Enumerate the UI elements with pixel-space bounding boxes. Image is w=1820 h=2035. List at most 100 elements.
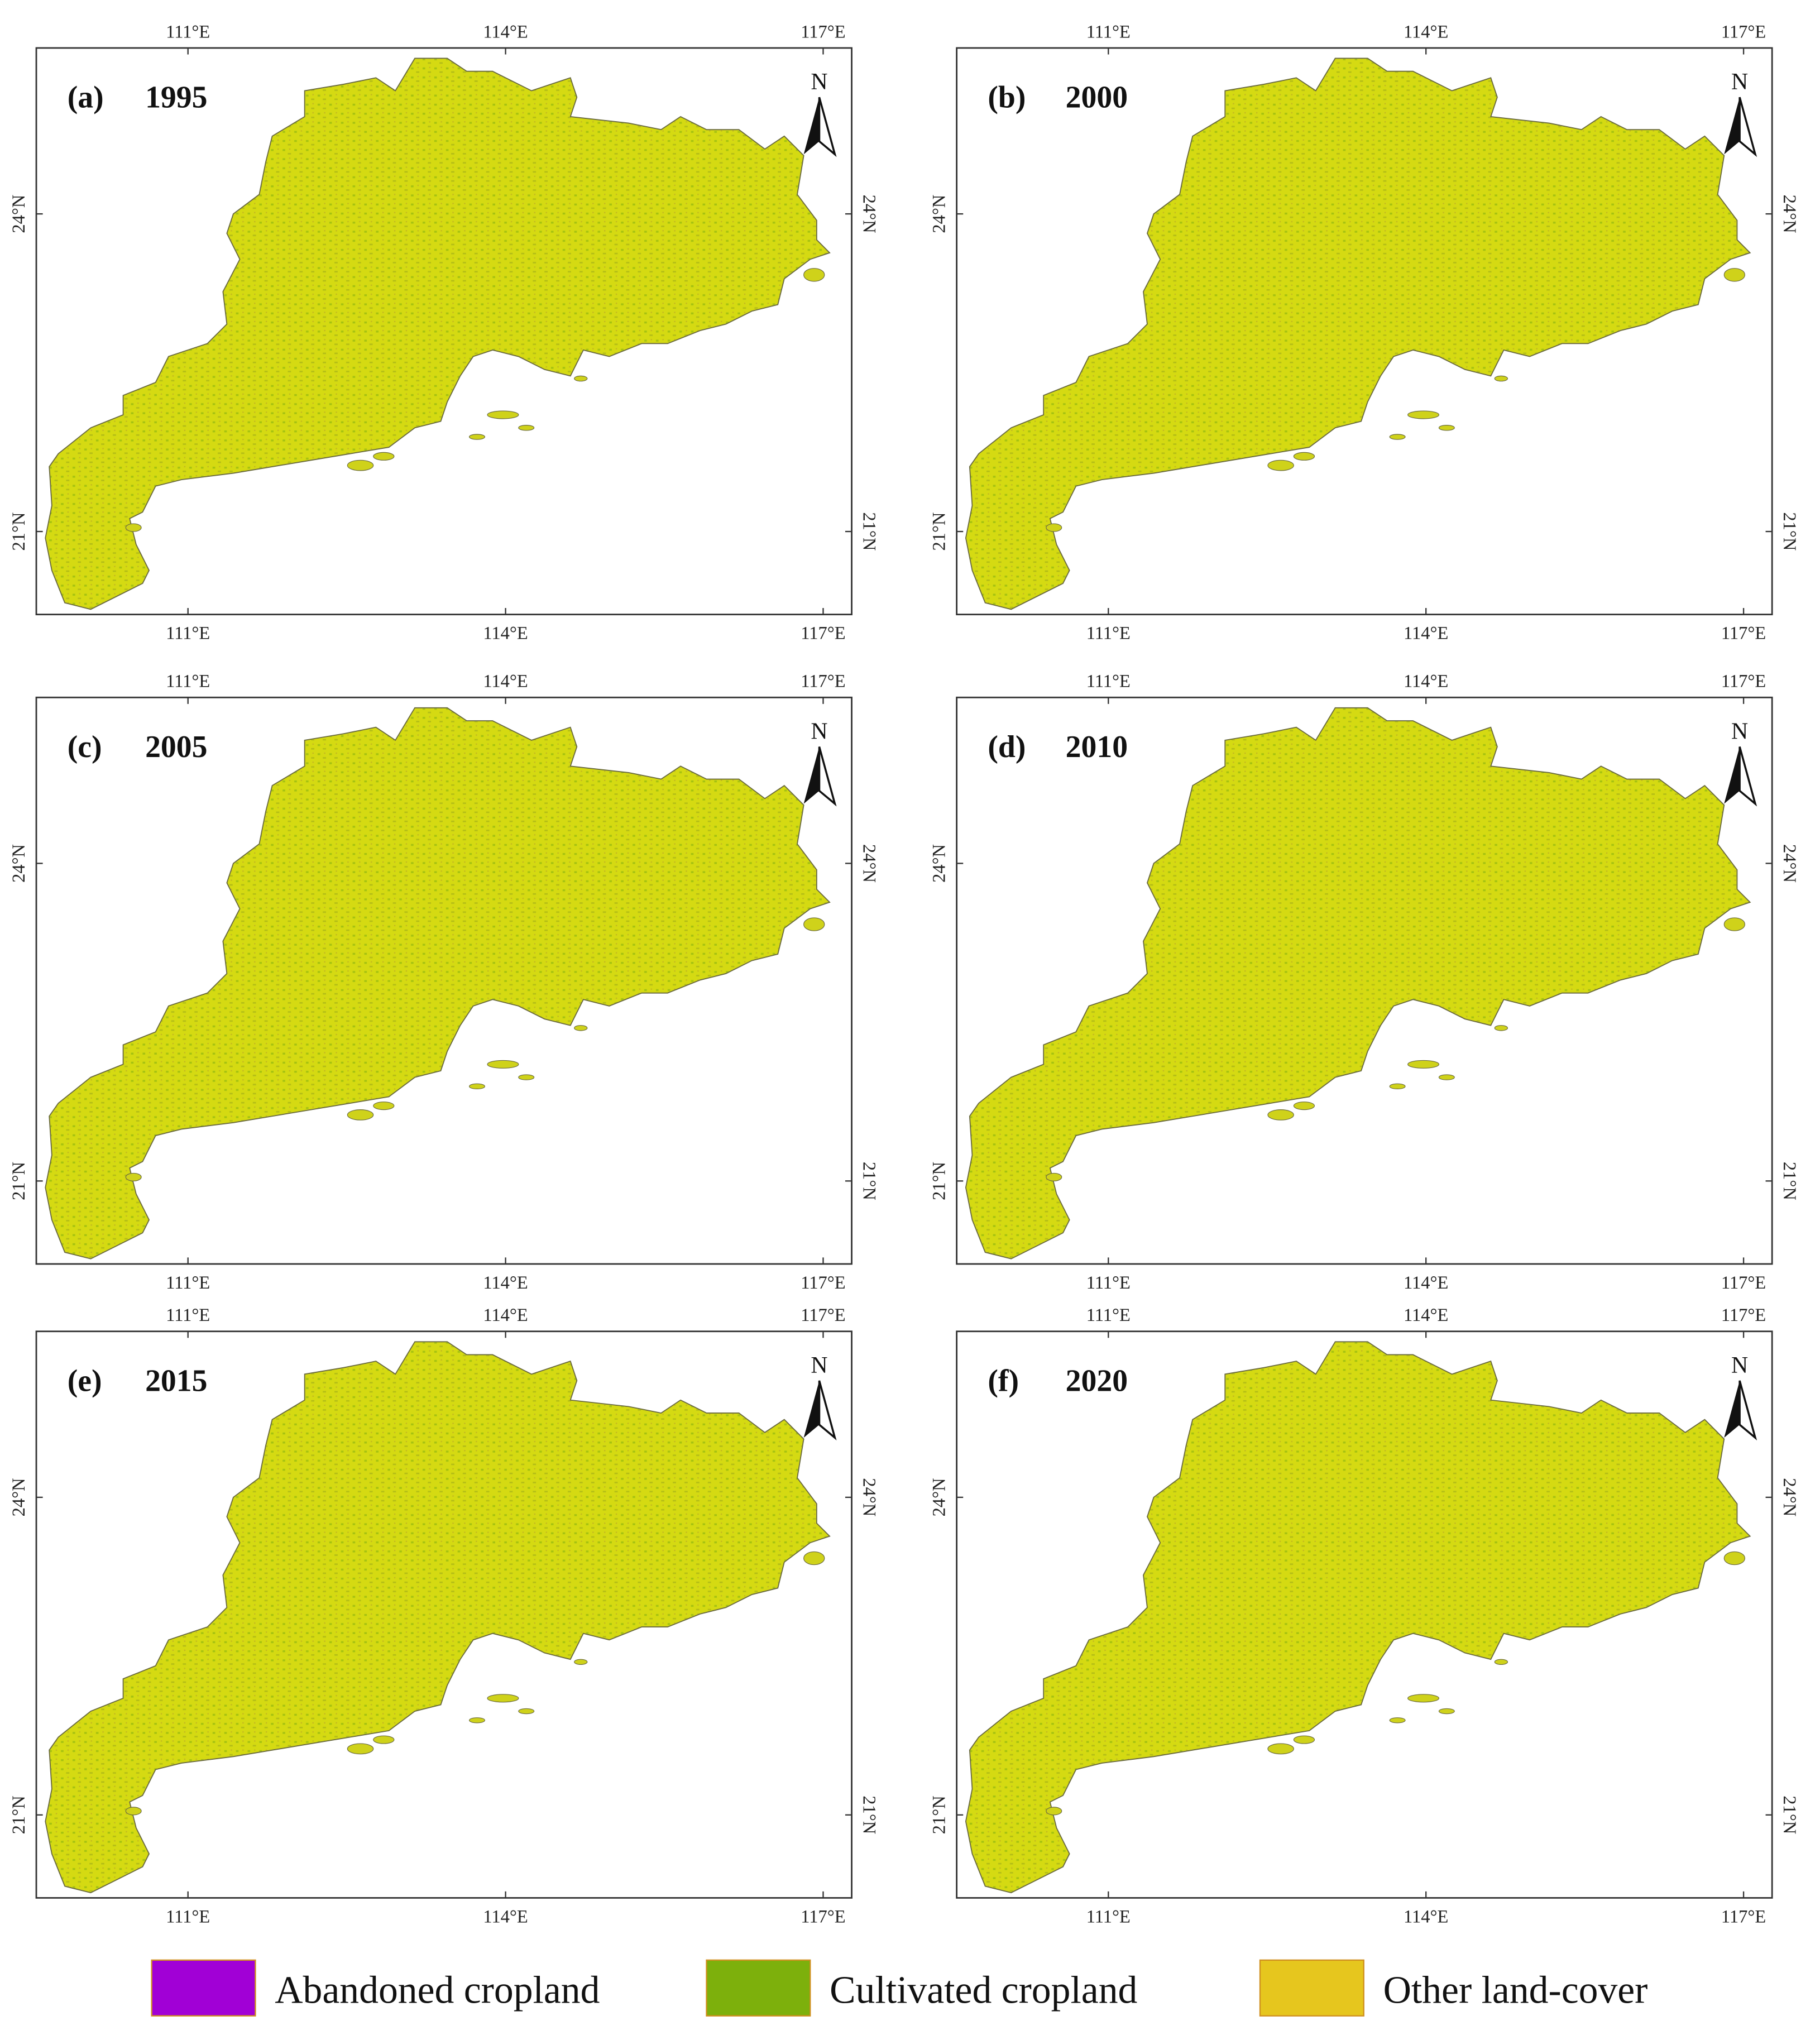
island (1494, 1659, 1508, 1665)
x-tick-label: 114°E (483, 672, 528, 692)
y-tick-label: 24°N (930, 195, 950, 233)
north-arrow (1724, 1380, 1740, 1438)
north-arrow (818, 746, 837, 807)
x-tick-label: 111°E (1086, 1907, 1131, 1927)
y-tick-label: 24°N (9, 1478, 29, 1516)
x-tick-label: 111°E (1086, 624, 1131, 644)
island (518, 1074, 535, 1080)
y-tick-label: 21°N (859, 1795, 879, 1834)
island (347, 1109, 374, 1121)
island (1293, 1735, 1315, 1744)
y-tick-label: 21°N (9, 1162, 29, 1200)
island (574, 1025, 588, 1031)
x-tick-label: 117°E (801, 672, 845, 692)
legend-swatch (1259, 1959, 1364, 2017)
map-panel: 111°E 111°E 114°E 114°E 117°E 117°E 24°N 24°N 21… (930, 1305, 1799, 1927)
island (1389, 1083, 1406, 1090)
x-tick-label: 114°E (1404, 1305, 1448, 1325)
north-arrow (803, 1380, 820, 1438)
x-tick-label: 111°E (166, 22, 210, 42)
x-tick-label: 111°E (1086, 1305, 1131, 1325)
x-tick-label: 111°E (1086, 672, 1131, 692)
x-tick-label: 114°E (1404, 672, 1448, 692)
north-label: N (811, 719, 827, 745)
island (1267, 459, 1294, 471)
x-tick-label: 117°E (801, 1907, 845, 1927)
x-tick-label: 114°E (483, 22, 528, 42)
island (1046, 1807, 1062, 1816)
panel-label: (c) (68, 730, 102, 764)
island (574, 375, 588, 382)
y-tick-label: 21°N (930, 1162, 950, 1200)
y-tick-label: 24°N (859, 1478, 879, 1516)
x-tick-label: 117°E (801, 624, 845, 644)
x-tick-label: 111°E (166, 1305, 210, 1325)
y-tick-label: 21°N (930, 513, 950, 551)
island (1267, 1109, 1294, 1121)
y-tick-label: 24°N (930, 1478, 950, 1516)
panel-year: 2020 (1066, 1364, 1128, 1399)
y-tick-label: 24°N (859, 844, 879, 883)
legend-label: Other land-cover (1383, 1969, 1648, 2012)
x-tick-label: 114°E (483, 1305, 528, 1325)
panel-label: (e) (68, 1364, 102, 1399)
y-tick-label: 21°N (1779, 1795, 1799, 1834)
north-label: N (811, 1353, 827, 1378)
island (1407, 1060, 1440, 1069)
x-tick-label: 117°E (801, 22, 845, 42)
panel-label: (d) (988, 730, 1026, 764)
panel-label: (a) (68, 80, 104, 115)
island (1046, 523, 1062, 532)
x-tick-label: 117°E (1721, 672, 1766, 692)
island (518, 1708, 535, 1715)
legend-swatch (706, 1959, 811, 2017)
north-label: N (1731, 1353, 1748, 1378)
north-label: N (1731, 719, 1748, 745)
x-tick-label: 117°E (1721, 1907, 1766, 1927)
x-tick-label: 117°E (801, 1305, 845, 1325)
island (803, 268, 825, 282)
north-arrow (818, 97, 837, 157)
island (518, 425, 535, 431)
y-tick-label: 21°N (9, 513, 29, 551)
island (487, 1060, 519, 1069)
x-tick-label: 114°E (1404, 22, 1448, 42)
island (1723, 1551, 1745, 1565)
island (373, 1735, 395, 1744)
y-tick-label: 24°N (9, 844, 29, 883)
island (1293, 452, 1315, 461)
island (1494, 1025, 1508, 1031)
y-tick-label: 21°N (859, 1162, 879, 1200)
y-tick-label: 21°N (1779, 513, 1799, 551)
map-panel: 111°E 111°E 114°E 114°E 117°E 117°E 24°N 24°N 21… (9, 672, 879, 1293)
panel-year: 2005 (145, 730, 207, 764)
y-tick-label: 24°N (9, 195, 29, 233)
north-label: N (811, 69, 827, 95)
island (487, 1694, 519, 1703)
x-tick-label: 111°E (166, 624, 210, 644)
north-arrow (803, 746, 820, 804)
north-arrow (1724, 746, 1740, 804)
island (1438, 1074, 1455, 1080)
island (1494, 375, 1508, 382)
island (347, 459, 374, 471)
y-tick-label: 21°N (930, 1795, 950, 1834)
x-tick-label: 114°E (483, 1273, 528, 1293)
figure-content: 111°E 111°E 114°E 114°E 117°E 117°E 24°N 24°N 21… (9, 22, 1799, 2017)
island (487, 410, 519, 419)
island (125, 523, 142, 532)
panel-year: 2000 (1066, 80, 1128, 115)
north-arrow (1738, 97, 1757, 157)
panel-label: (b) (988, 80, 1026, 115)
legend-swatch (151, 1959, 256, 2017)
x-tick-label: 114°E (1404, 1273, 1448, 1293)
x-tick-label: 111°E (1086, 22, 1131, 42)
x-tick-label: 117°E (1721, 22, 1766, 42)
panel-year: 2015 (145, 1364, 207, 1399)
legend-label: Abandoned cropland (275, 1969, 600, 2012)
island (1389, 1717, 1406, 1723)
island (347, 1743, 374, 1755)
x-tick-label: 114°E (1404, 624, 1448, 644)
island (1267, 1743, 1294, 1755)
x-tick-label: 111°E (166, 1273, 210, 1293)
